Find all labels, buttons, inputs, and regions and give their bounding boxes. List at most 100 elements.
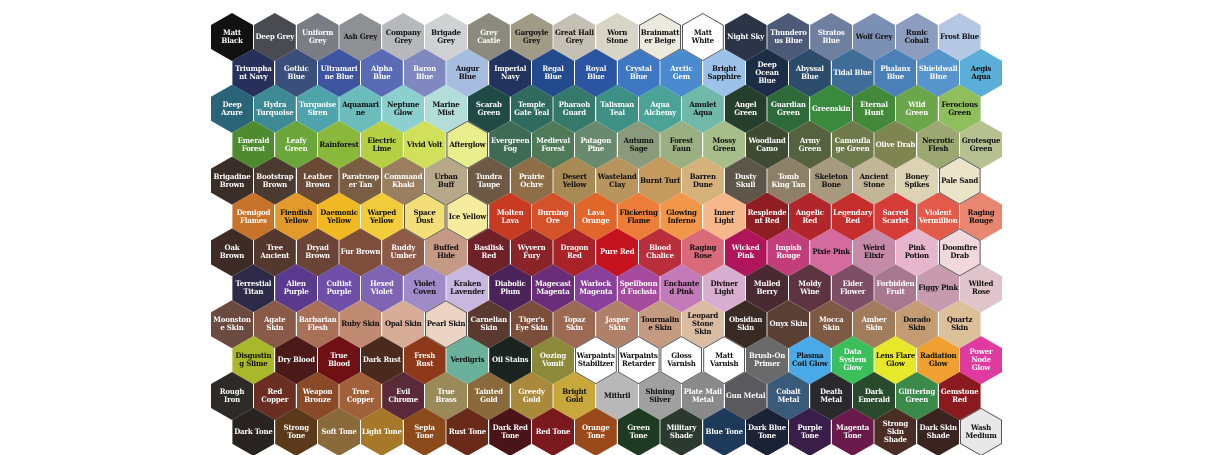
paint-swatch: Gothic Blue bbox=[275, 48, 318, 97]
swatch-fill: Diabolic Plum bbox=[490, 265, 531, 312]
swatch-fill: Matt Varnish bbox=[704, 337, 745, 384]
swatch-fill: Opal Skin bbox=[383, 301, 424, 348]
paint-swatch: Tundra Taupe bbox=[467, 156, 510, 205]
swatch-fill: Legendary Red bbox=[832, 193, 873, 240]
swatch-fill: Space Dust bbox=[404, 193, 445, 240]
paint-name: Flickering Flame bbox=[619, 207, 658, 225]
swatch-fill: Command Khaki bbox=[383, 157, 424, 204]
swatch-fill: Dryad Brown bbox=[297, 229, 338, 276]
paint-swatch: Ice Yellow bbox=[446, 192, 489, 241]
paint-name: Wolf Grey bbox=[855, 32, 893, 41]
paint-name: Ferocious Green bbox=[941, 99, 978, 117]
paint-swatch: Wasteland Clay bbox=[596, 156, 639, 205]
swatch-fill: Barbarian Flesh bbox=[297, 301, 338, 348]
paint-name: Dark Rust bbox=[362, 355, 401, 365]
paint-name: Dark Tone bbox=[234, 426, 273, 436]
paint-name: Deep Grey bbox=[255, 32, 295, 41]
paint-name: Kraken Lavender bbox=[450, 279, 485, 297]
paint-name: Opal Skin bbox=[384, 319, 422, 329]
swatch-fill: Patagon Pine bbox=[575, 121, 616, 168]
swatch-fill: Lava Orange bbox=[575, 193, 616, 240]
paint-swatch: Alpha Blue bbox=[360, 48, 403, 97]
swatch-fill: Rough Iron bbox=[212, 373, 252, 419]
swatch-fill: Warped Yellow bbox=[361, 193, 402, 240]
paint-name: Dark Blue Tone bbox=[748, 422, 786, 440]
paint-swatch: Shining Silver bbox=[639, 372, 681, 420]
paint-name: Disgusting Slime bbox=[235, 351, 272, 369]
swatch-fill: Elder Flower bbox=[832, 265, 873, 312]
swatch-fill: Evil Chrome bbox=[383, 373, 424, 419]
paint-name: Hexed Violet bbox=[370, 279, 394, 297]
paint-name: Moldy Wine bbox=[798, 279, 822, 297]
swatch-fill: Woodland Camo bbox=[747, 121, 787, 168]
paint-name: Death Metal bbox=[819, 387, 843, 404]
paint-swatch: Uniform Grey bbox=[296, 13, 339, 61]
paint-name: Alien Purple bbox=[283, 279, 309, 297]
paint-name: Aegis Aqua bbox=[970, 63, 992, 81]
swatch-fill: Augur Blue bbox=[447, 49, 488, 96]
paint-swatch: Augur Blue bbox=[446, 48, 489, 97]
paint-name: Shieldwall Blue bbox=[918, 63, 958, 81]
paint-swatch: Lava Orange bbox=[574, 192, 617, 241]
paint-swatch: Diviner Light bbox=[703, 264, 746, 313]
swatch-fill: Daemonic Yellow bbox=[319, 193, 359, 240]
paint-swatch: Fresh Rust bbox=[403, 336, 446, 385]
swatch-fill: Shining Silver bbox=[640, 373, 680, 419]
paint-swatch: True Brass bbox=[425, 372, 467, 420]
paint-swatch: Woodland Camo bbox=[746, 120, 788, 169]
paint-name: Shining Silver bbox=[645, 387, 675, 404]
paint-swatch: Brainmatter Beige bbox=[639, 13, 681, 61]
paint-swatch: Plate Mail Metal bbox=[681, 372, 724, 420]
swatch-fill: Imperial Navy bbox=[490, 49, 531, 96]
swatch-fill: Marine Mist bbox=[426, 85, 466, 132]
swatch-fill: Tiger's Eye Skin bbox=[511, 301, 552, 348]
paint-swatch: Cobalt Metal bbox=[767, 372, 810, 420]
paint-swatch: Amulet Aqua bbox=[681, 84, 724, 133]
paint-name: Burnt Turf bbox=[640, 175, 680, 185]
swatch-fill: Blood Chalice bbox=[640, 229, 680, 276]
swatch-fill: Dark Blue Tone bbox=[747, 408, 787, 455]
paint-swatch: Wicked Pink bbox=[724, 228, 767, 277]
paint-swatch: Abyssal Blue bbox=[788, 48, 831, 97]
paint-name: Tidal Blue bbox=[833, 67, 872, 77]
paint-swatch: Flickering Flame bbox=[617, 192, 660, 241]
paint-name: Topaz Skin bbox=[563, 315, 586, 333]
swatch-fill: Wolf Grey bbox=[854, 14, 894, 60]
swatch-fill: Ancient Stone bbox=[854, 157, 894, 204]
swatch-fill: Abyssal Blue bbox=[789, 49, 830, 96]
paint-name: Aqua Alchemy bbox=[644, 99, 676, 117]
swatch-fill: Tomb King Tan bbox=[768, 157, 809, 204]
swatch-fill: Afterglow bbox=[447, 121, 488, 168]
swatch-fill: Cultist Purple bbox=[319, 265, 359, 312]
paint-name: Strong Tone bbox=[283, 422, 309, 440]
swatch-fill: Ruby Skin bbox=[340, 301, 381, 348]
paint-name: Triumphant Navy bbox=[235, 63, 272, 81]
swatch-fill: Green Tone bbox=[618, 408, 659, 455]
paint-swatch: Topaz Skin bbox=[553, 300, 596, 349]
paint-swatch: Basilisk Red bbox=[467, 228, 510, 277]
paint-name: Terrestial Titan bbox=[235, 279, 272, 297]
swatch-fill: Glowing Inferno bbox=[661, 193, 702, 240]
swatch-fill: Tundra Taupe bbox=[468, 157, 509, 204]
paint-swatch: Dark Emerald bbox=[853, 372, 895, 420]
swatch-fill: Impish Rouge bbox=[768, 229, 809, 276]
paint-name: Rainforest bbox=[319, 139, 359, 149]
paint-swatch: Verdigris bbox=[446, 336, 489, 385]
swatch-fill: Dark Rust bbox=[361, 337, 402, 384]
swatch-fill: Wicked Pink bbox=[725, 229, 766, 276]
paint-swatch: Frost Blue bbox=[938, 13, 981, 61]
paint-name: Dryad Brown bbox=[305, 243, 330, 261]
swatch-fill: Forest Faun bbox=[661, 121, 702, 168]
swatch-fill: Matt Black bbox=[212, 14, 252, 60]
paint-name: Prairie Ochre bbox=[518, 171, 545, 189]
swatch-fill: Violent Vermillion bbox=[918, 193, 959, 240]
paint-name: Angelic Red bbox=[795, 207, 824, 225]
paint-name: Pixie Pink bbox=[812, 247, 850, 257]
paint-name: Gloss Varnish bbox=[667, 351, 696, 369]
paint-swatch: Bright Gold bbox=[553, 372, 596, 420]
paint-swatch: Elder Flower bbox=[831, 264, 874, 313]
paint-name: Red Tone bbox=[535, 426, 571, 436]
paint-name: Evil Chrome bbox=[388, 387, 419, 404]
swatch-fill: Scarab Green bbox=[468, 85, 509, 132]
paint-name: Impish Rouge bbox=[775, 243, 802, 261]
